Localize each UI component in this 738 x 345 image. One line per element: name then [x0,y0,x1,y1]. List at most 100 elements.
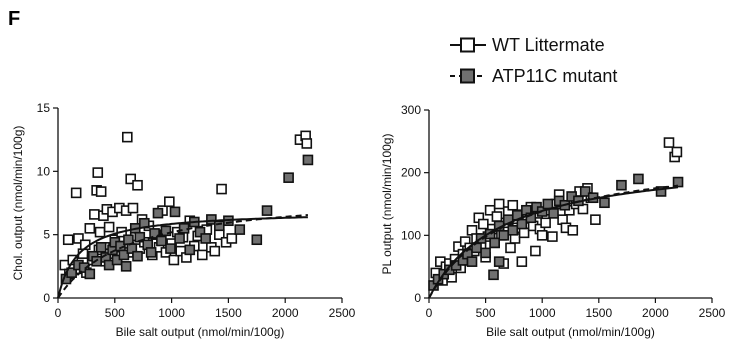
chol-y-tick-label: 15 [37,101,51,115]
pl-y-axis-label: PL output (nmol/min/100g) [380,134,394,275]
chol-mutant-point [283,172,294,183]
pl-wt-point [530,245,541,257]
chol-wt-point [103,221,115,233]
chol-wt-point [84,223,96,234]
chol-wt-point [209,245,221,257]
pl-wt-point [507,199,519,211]
chol-mutant-point [200,233,211,244]
pl-wt-point [518,227,530,239]
chol-wt-point [95,186,107,197]
pl-wt-point [663,137,675,148]
chol-mutant-point [95,242,107,253]
pl-wt-point [590,214,601,225]
legend: WT Littermate ATP11C mutant [450,35,617,86]
chol-wt-point [89,209,100,220]
chol-wt-point [226,233,238,244]
chol-x-tick-label: 2500 [329,306,356,320]
chol-y-tick-label: 10 [37,164,51,178]
chol-wt-point [70,187,82,199]
pl-x-axis-label: Bile salt output (nmol/min/100g) [486,325,655,339]
chol-y-tick-label: 0 [43,291,50,305]
pl-wt-point [478,218,489,230]
legend-marker-mutant [460,68,475,84]
pl-mutant-point [525,212,537,224]
pl-mutant-point [633,173,644,185]
chol-mutant-point [160,225,172,237]
chol-wt-point [301,138,313,149]
pl-wt-point [671,146,683,158]
chol-wt-point [94,226,106,238]
chol-wt-point [127,202,139,214]
legend-marker-wt [460,37,475,53]
chol-mutant-point [149,228,160,239]
pl-wt-point [547,231,558,242]
chol-mutant-point [165,243,176,254]
pl-wt-point [516,256,528,267]
pl-mutant-point [548,208,559,219]
chol-wt-point [132,179,143,191]
chol-wt-point [196,249,208,261]
chol-x-axis-label: Bile salt output (nmol/min/100g) [116,325,285,339]
pl-x-tick-label: 2000 [642,306,669,320]
pl-mutant-point [466,256,478,267]
chol-mutant-point [152,207,164,219]
pl-x-tick-label: 500 [476,306,496,320]
chol-wt-point [62,234,74,246]
pl-mutant-point [542,198,554,210]
chol-mutant-point [78,262,90,273]
pl-wt-fit-curve [428,186,679,299]
chol-mutant-point [169,206,181,218]
chol-mutant-point [234,224,246,235]
chol-x-tick-label: 500 [105,306,125,320]
chol-mutant-point [132,250,143,262]
chol-mutant-point [84,268,96,280]
chol-wt-point [125,173,137,185]
chol-mutant-point [174,233,185,244]
chol-x-tick-label: 1000 [158,306,185,320]
pl-mutant-fit-curve [428,184,679,299]
pl-mutant-point [498,230,510,241]
pl-output-chart: 0 500 1000 1500 2000 2500 0 100 200 300 Bile salt … [380,103,726,339]
pl-mutant-point [507,225,519,236]
pl-x-tick-label: 2500 [699,306,726,320]
pl-x-tick-label: 0 [426,306,433,320]
pl-wt-point [491,211,503,222]
pl-wt-point [484,204,496,216]
chol-wt-point [121,131,133,143]
chol-wt-point [164,196,175,208]
pl-wt-point [540,217,551,229]
chol-mutant-point [206,214,217,225]
pl-mutant-point [599,197,610,209]
pl-mutant-point [480,247,491,259]
chol-wt-point [92,167,104,178]
legend-label-wt: WT Littermate [492,35,605,55]
chol-x-tick-label: 1500 [215,306,242,320]
pl-mutant-point [488,269,499,281]
chol-mutant-fit-curve [57,214,308,299]
pl-x-tick-label: 1500 [585,306,612,320]
chol-mutant-point [251,234,263,246]
pl-mutant-point [493,256,505,267]
chol-mutant-point [145,247,157,258]
pl-y-tick-label: 300 [401,103,421,117]
pl-y-tick-label: 100 [401,228,421,242]
chol-mutant-point [302,154,314,166]
legend-entry-wt: WT Littermate [450,35,605,55]
panel-letter: F [8,8,20,30]
pl-x-tick-label: 1000 [529,306,556,320]
pl-wt-point [505,242,516,254]
chol-mutant-point [156,235,167,247]
chol-y-tick-label: 5 [43,228,50,242]
chol-output-chart: 0 500 1000 1500 2000 2500 0 5 10 15 Bile salt outp… [11,101,356,339]
pl-y-tick-label: 0 [414,291,421,305]
pl-mutant-point [655,186,667,197]
legend-entry-mutant: ATP11C mutant [450,66,617,86]
chol-wt-point [216,183,227,195]
pl-y-tick-label: 200 [401,166,421,180]
chol-mutant-point [120,261,132,272]
pl-mutant-point [489,237,500,249]
chol-mutant-point [118,249,130,261]
chol-mutant-point [261,205,273,216]
pl-wt-point [567,225,579,236]
